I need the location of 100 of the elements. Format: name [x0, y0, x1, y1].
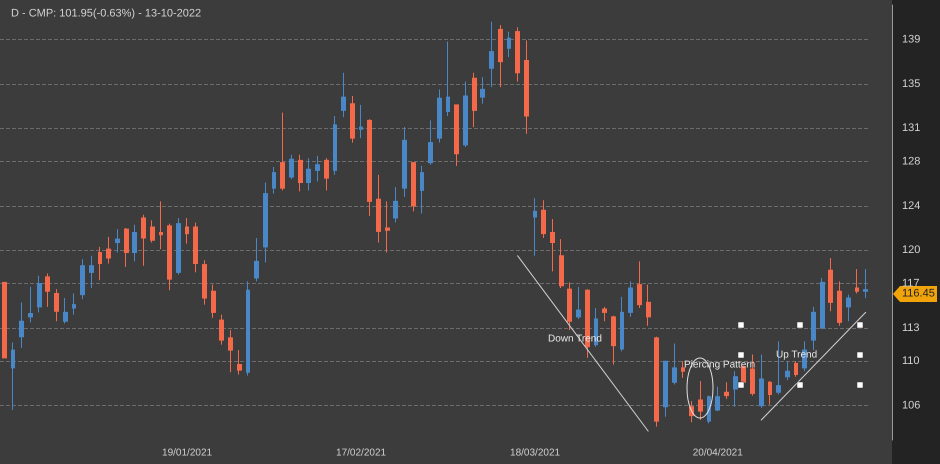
x-tick-label: 17/02/2021 [336, 448, 387, 458]
candlestick [785, 360, 790, 381]
candlestick [263, 182, 268, 263]
candlestick [837, 280, 842, 326]
y-tick-label: 110 [902, 355, 920, 368]
candlestick [211, 284, 216, 318]
candlestick [846, 294, 851, 322]
candlestick [507, 31, 511, 58]
candlestick [794, 360, 798, 378]
candlestick [402, 126, 407, 198]
candlestick [602, 306, 607, 322]
candlestick [185, 218, 189, 244]
candlestick [811, 306, 816, 351]
candlestick [193, 222, 198, 273]
candlestick [80, 258, 85, 300]
candlestick [733, 370, 738, 408]
candlestick [428, 120, 433, 166]
candlestick [237, 350, 242, 376]
candlestick [541, 200, 546, 239]
candlestick [611, 315, 616, 366]
candlestick [150, 220, 155, 243]
candlestick [646, 284, 651, 326]
y-tick-label: 120 [902, 244, 920, 256]
candlestick [715, 386, 720, 412]
candlestick [359, 104, 363, 139]
candlestick [2, 282, 7, 358]
candlestick [567, 282, 572, 331]
candlestick [37, 275, 42, 313]
candlestick [420, 165, 424, 214]
y-tick-label: 135 [902, 78, 920, 90]
candlestick [272, 166, 276, 194]
candlestick [628, 280, 633, 318]
candlestick [698, 380, 703, 421]
y-tick-label: 106 [902, 400, 920, 412]
candlestick [228, 330, 233, 373]
candlestick [159, 200, 163, 250]
candlestick [855, 268, 859, 294]
x-tick-label: 19/01/2021 [162, 448, 213, 458]
candlestick [463, 81, 468, 148]
candlestick [202, 260, 207, 306]
candlestick [489, 21, 494, 88]
candlestick [707, 395, 711, 424]
y-tick-label: 124 [902, 200, 920, 212]
candlestick [437, 88, 442, 144]
candlestick [219, 314, 224, 346]
candlestick [376, 174, 381, 243]
candlestick [654, 336, 659, 428]
x-tick-label: 18/03/2021 [510, 448, 561, 458]
candlestick [559, 238, 564, 288]
candlestick [663, 360, 668, 418]
candlestick [367, 118, 372, 216]
candlestick [472, 72, 477, 128]
candlestick [524, 40, 529, 134]
candlestick [393, 186, 398, 223]
x-tick-label: 20/04/2021 [692, 448, 744, 458]
text: 116.45 [902, 288, 935, 300]
candlestick [132, 224, 137, 262]
candlestick [176, 218, 181, 276]
candlestick [45, 273, 50, 308]
candlestick [28, 286, 33, 323]
candlestick [533, 198, 537, 256]
candlestick [759, 354, 764, 408]
candlestick [280, 112, 285, 191]
y-tick-label: 113 [902, 322, 920, 334]
candlestick [385, 200, 390, 253]
candlestick [124, 228, 129, 268]
candlestick [98, 246, 102, 281]
candlestick [89, 255, 94, 288]
candlestick [333, 115, 337, 176]
candlestick [167, 223, 172, 291]
candlestick [298, 154, 303, 192]
candlestick [306, 158, 311, 191]
candlestick [11, 342, 15, 411]
candlestick [576, 286, 581, 320]
candlestick [724, 382, 729, 400]
candlestick [341, 72, 346, 118]
y-tick-label: 139 [902, 33, 920, 46]
candlestick [672, 342, 677, 386]
candlestick [446, 41, 450, 116]
chart-title: D - CMP: 101.95(-0.63%) - 13-10-2022 [11, 8, 202, 20]
candlestick [498, 24, 503, 88]
candlestick [820, 277, 825, 330]
candlestick [115, 228, 120, 253]
candlestick [828, 258, 833, 312]
candlestick [411, 162, 416, 212]
candlestick [550, 218, 555, 272]
candlestick [246, 280, 250, 376]
candlestick [515, 26, 520, 82]
candlestick [141, 214, 146, 266]
candlestick [315, 155, 320, 182]
candlestick [72, 293, 76, 316]
candlestick [63, 297, 68, 324]
candlestick [350, 95, 355, 144]
candlestick [106, 236, 111, 264]
candlestick [254, 238, 259, 282]
candlestick [863, 268, 868, 298]
candlestick [454, 104, 459, 166]
candlestick [19, 302, 24, 348]
candlestick [324, 158, 329, 191]
candlestick [620, 296, 624, 352]
